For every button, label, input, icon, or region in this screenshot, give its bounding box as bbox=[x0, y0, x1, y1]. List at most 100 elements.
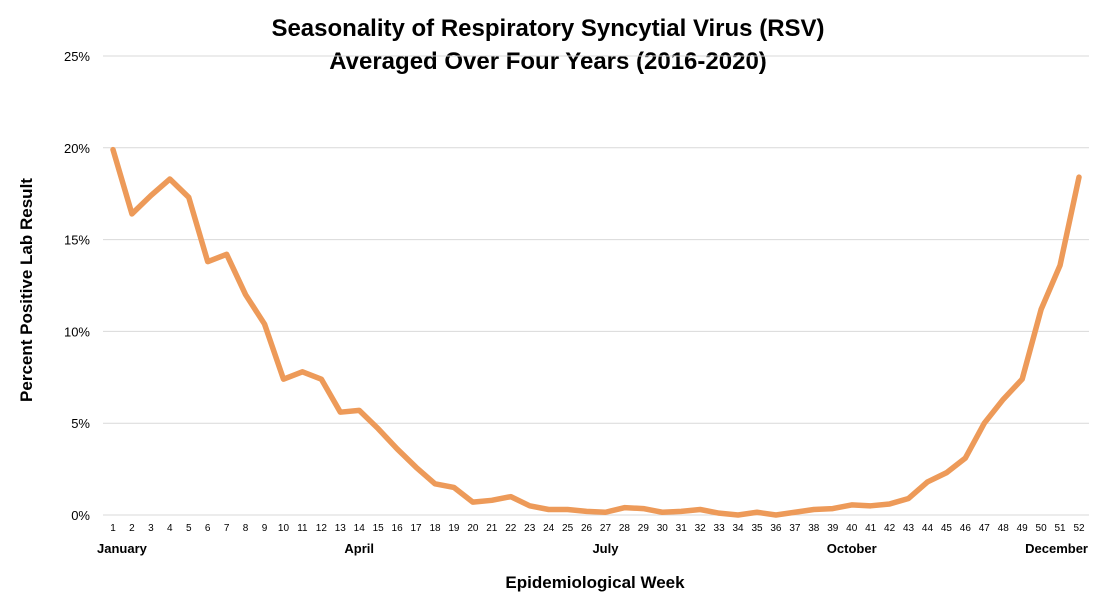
y-tick-label: 0% bbox=[71, 508, 90, 523]
data-point bbox=[451, 485, 457, 490]
month-labels: January April July October December bbox=[97, 541, 1088, 556]
x-tick-label: 31 bbox=[676, 523, 688, 534]
x-tick-label: 25 bbox=[562, 523, 574, 534]
x-tick-label: 16 bbox=[392, 523, 404, 534]
x-tick-label: 48 bbox=[998, 523, 1010, 534]
data-point bbox=[849, 502, 854, 508]
x-tick-label: 39 bbox=[827, 523, 839, 534]
x-tick-label: 32 bbox=[695, 523, 707, 534]
data-point bbox=[262, 321, 267, 327]
x-tick-label: 30 bbox=[657, 523, 669, 534]
data-point bbox=[1001, 397, 1006, 402]
data-point bbox=[375, 426, 381, 431]
x-tick-label: 18 bbox=[429, 523, 441, 534]
data-point bbox=[830, 506, 835, 511]
data-point bbox=[716, 510, 722, 516]
month-label-december: December bbox=[1025, 541, 1088, 556]
y-tick-label: 25% bbox=[64, 49, 90, 64]
data-point bbox=[129, 211, 135, 217]
x-tick-label: 10 bbox=[278, 523, 290, 534]
x-tick-label: 43 bbox=[903, 523, 915, 534]
data-point bbox=[754, 510, 760, 515]
data-point bbox=[319, 376, 324, 382]
x-tick-label: 40 bbox=[846, 523, 858, 534]
data-point bbox=[148, 193, 154, 198]
x-tick-label: 51 bbox=[1054, 523, 1066, 534]
data-point bbox=[1038, 307, 1044, 312]
x-tick-label: 44 bbox=[922, 523, 934, 534]
data-point bbox=[641, 506, 646, 511]
x-tick-label: 7 bbox=[224, 523, 230, 534]
y-axis-ticks: 0% 5% 10% 15% 20% 25% bbox=[64, 49, 90, 523]
x-tick-label: 38 bbox=[808, 523, 820, 534]
data-point bbox=[887, 501, 892, 507]
month-label-april: April bbox=[344, 541, 374, 556]
x-tick-label: 24 bbox=[543, 523, 555, 534]
x-tick-label: 4 bbox=[167, 523, 173, 534]
data-point bbox=[1019, 376, 1025, 382]
x-tick-label: 9 bbox=[262, 523, 268, 534]
data-point bbox=[281, 376, 286, 382]
data-point bbox=[110, 147, 116, 152]
series-layer bbox=[110, 146, 1082, 518]
data-point bbox=[243, 292, 248, 297]
x-tick-label: 11 bbox=[297, 523, 308, 534]
month-label-october: October bbox=[827, 541, 877, 556]
x-tick-label: 13 bbox=[335, 523, 347, 534]
data-point bbox=[584, 509, 589, 514]
data-point bbox=[300, 369, 305, 374]
data-point bbox=[982, 421, 987, 426]
x-tick-label: 28 bbox=[619, 523, 631, 534]
data-point bbox=[622, 505, 627, 510]
x-tick-label: 37 bbox=[789, 523, 801, 534]
data-point bbox=[773, 512, 779, 518]
x-tick-label: 49 bbox=[1017, 523, 1029, 534]
x-axis-ticks: 1 2 3 4 5 6 7 8 9 10 11 12 13 14 15 16 17 18 19 20 21 22 23 24 2… bbox=[110, 523, 1085, 534]
data-point bbox=[906, 496, 911, 501]
data-point bbox=[811, 507, 817, 512]
data-point bbox=[735, 512, 741, 518]
x-tick-label: 36 bbox=[770, 523, 782, 534]
data-point bbox=[224, 252, 229, 257]
data-point bbox=[546, 507, 551, 512]
x-tick-label: 3 bbox=[148, 523, 154, 534]
x-tick-label: 1 bbox=[110, 523, 116, 534]
data-point bbox=[565, 507, 570, 512]
x-tick-label: 52 bbox=[1073, 523, 1085, 534]
data-point bbox=[963, 455, 968, 461]
data-point bbox=[338, 409, 343, 415]
x-tick-label: 22 bbox=[505, 523, 517, 534]
x-tick-label: 21 bbox=[486, 523, 498, 534]
data-point bbox=[944, 470, 949, 475]
y-axis-title: Percent Positive Lab Result bbox=[17, 178, 36, 402]
x-tick-label: 34 bbox=[732, 523, 744, 534]
x-tick-label: 2 bbox=[129, 523, 135, 534]
x-tick-label: 45 bbox=[941, 523, 953, 534]
x-tick-label: 47 bbox=[979, 523, 991, 534]
data-point bbox=[1057, 263, 1063, 268]
data-point bbox=[697, 507, 703, 512]
data-point bbox=[679, 509, 684, 514]
chart-title-line2: Averaged Over Four Years (2016-2020) bbox=[329, 48, 767, 75]
gridlines bbox=[103, 55, 1089, 516]
x-tick-label: 5 bbox=[186, 523, 192, 534]
data-point bbox=[1076, 174, 1082, 180]
x-tick-label: 19 bbox=[448, 523, 460, 534]
data-point bbox=[527, 503, 532, 509]
data-point bbox=[186, 195, 191, 200]
data-point bbox=[432, 481, 438, 486]
chart-title-line1: Seasonality of Respiratory Syncytial Vir… bbox=[271, 15, 824, 42]
data-point bbox=[205, 259, 210, 264]
x-tick-label: 46 bbox=[960, 523, 972, 534]
data-point bbox=[925, 479, 930, 485]
x-tick-label: 50 bbox=[1036, 523, 1048, 534]
x-tick-label: 8 bbox=[243, 523, 249, 534]
data-point bbox=[508, 494, 513, 499]
x-tick-label: 15 bbox=[373, 523, 385, 534]
x-tick-label: 6 bbox=[205, 523, 211, 534]
data-point bbox=[394, 446, 400, 452]
data-point bbox=[660, 510, 665, 515]
x-tick-label: 20 bbox=[467, 523, 479, 534]
y-tick-label: 5% bbox=[71, 416, 90, 431]
